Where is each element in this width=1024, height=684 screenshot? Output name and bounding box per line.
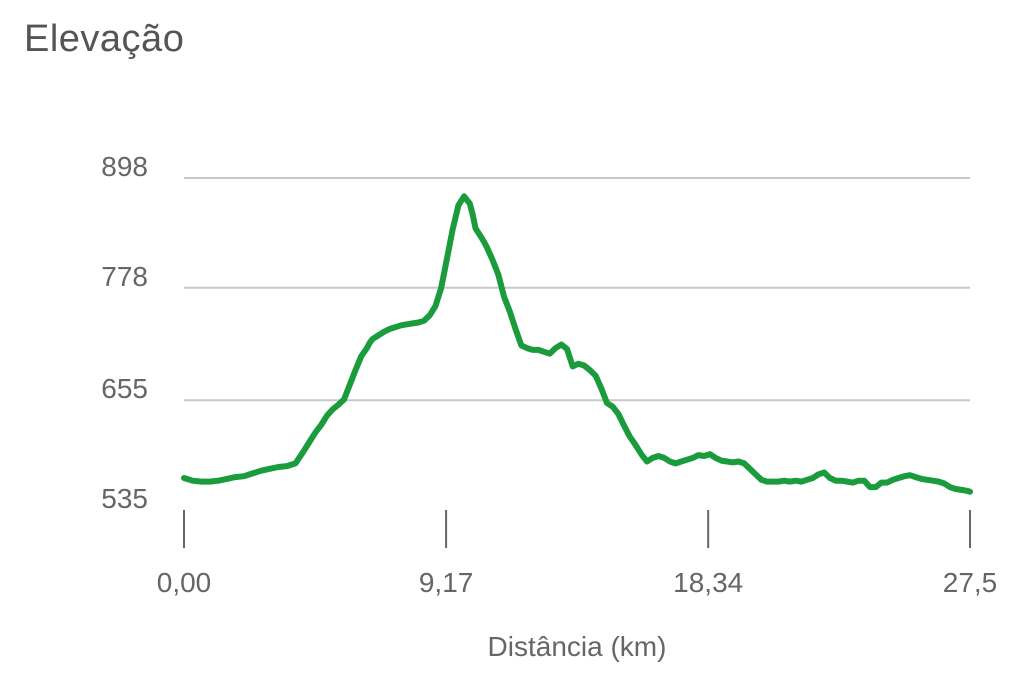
x-tick-label-2: 18,34 <box>673 567 743 598</box>
gridlines <box>184 177 970 402</box>
series-layer <box>181 193 973 495</box>
elevation-line-0 <box>181 193 973 495</box>
x-axis <box>183 510 971 548</box>
chart-title: Elevação <box>24 18 185 60</box>
x-axis-title: Distância (km) <box>488 631 667 662</box>
y-axis-tick-labels: 898 778 655 535 <box>101 151 148 514</box>
x-tick-label-1: 9,17 <box>419 567 474 598</box>
y-tick-label-0: 898 <box>101 151 148 182</box>
y-tick-label-1: 778 <box>101 261 148 292</box>
x-tick-label-0: 0,00 <box>157 567 212 598</box>
x-axis-tick-labels: 0,00 9,17 18,34 27,5 <box>157 567 998 598</box>
y-tick-label-3: 535 <box>101 483 148 514</box>
x-tick-label-3: 27,5 <box>943 567 998 598</box>
y-tick-label-2: 655 <box>101 373 148 404</box>
